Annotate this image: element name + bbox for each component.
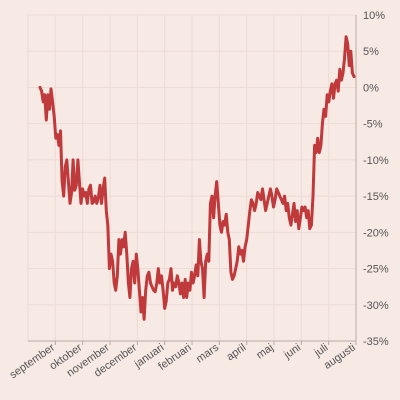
x-tick-label: augusti	[322, 342, 358, 372]
y-axis-ticks: 10% 5% 0% -5% -10% -15% -20% -25% -30% -35%	[363, 10, 389, 348]
y-tick-label: -35%	[363, 336, 389, 348]
y-tick-label: -10%	[363, 155, 389, 167]
x-tick-label: maj	[254, 342, 275, 362]
y-tick-label: 10%	[363, 10, 385, 22]
y-tick-label: -20%	[363, 227, 389, 239]
x-axis-ticks: septemberoktobernovemberdecemberjanuarif…	[8, 341, 358, 381]
y-tick-label: -5%	[363, 119, 383, 131]
axes	[28, 15, 357, 345]
x-tick-label: mars	[194, 341, 221, 365]
y-tick-label: 0%	[363, 82, 379, 94]
series-line	[38, 35, 356, 321]
y-tick-label: -25%	[363, 264, 389, 276]
y-tick-label: 5%	[363, 46, 379, 58]
y-tick-label: -15%	[363, 191, 389, 203]
x-tick-label: april	[224, 342, 248, 364]
series-layer	[38, 35, 356, 321]
y-tick-label: -30%	[363, 300, 389, 312]
x-tick-label: juni	[281, 342, 303, 362]
